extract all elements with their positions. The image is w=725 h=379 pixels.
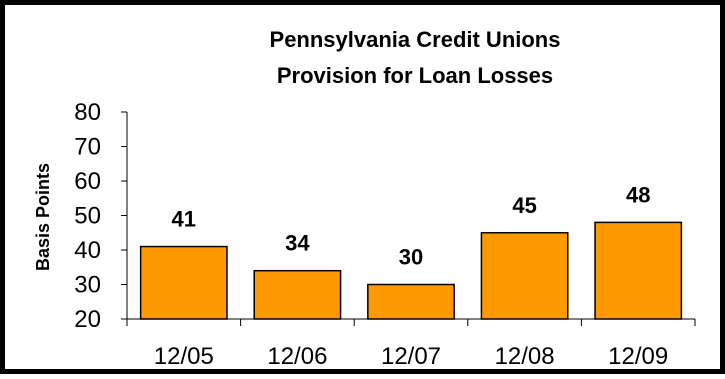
- y-tick-label: 50: [74, 203, 101, 230]
- x-tick-label: 12/06: [267, 343, 327, 370]
- chart-title-line-1: Pennsylvania Credit Unions: [270, 27, 561, 52]
- y-tick-label: 70: [74, 134, 101, 161]
- y-axis-label: Basis Points: [33, 163, 53, 271]
- y-tick-label: 20: [74, 306, 101, 333]
- x-tick-label: 12/08: [495, 343, 555, 370]
- y-tick-label: 30: [74, 272, 101, 299]
- bar: [594, 221, 683, 320]
- bar: [367, 283, 455, 320]
- bar: [253, 269, 342, 320]
- x-tick-label: 12/05: [154, 343, 214, 370]
- chart-title-line-2: Provision for Loan Losses: [277, 63, 553, 88]
- bar-chart: Pennsylvania Credit Unions Provision for…: [33, 27, 696, 370]
- bar: [139, 245, 228, 320]
- data-label: 30: [399, 245, 423, 270]
- x-tick-label: 12/09: [608, 343, 668, 370]
- y-tick-label: 40: [74, 237, 101, 264]
- y-tick-label: 80: [74, 99, 101, 126]
- data-label: 45: [512, 193, 536, 218]
- data-label: 34: [285, 231, 310, 256]
- data-label: 41: [172, 207, 196, 232]
- plot-area: 20 30 40 50 60 70 80 41 12/05 34 12/06 30 12/07 45 12/…: [74, 99, 696, 370]
- bar: [480, 232, 569, 320]
- data-label: 48: [626, 182, 650, 207]
- y-tick-label: 60: [74, 168, 101, 195]
- x-tick-label: 12/07: [381, 343, 441, 370]
